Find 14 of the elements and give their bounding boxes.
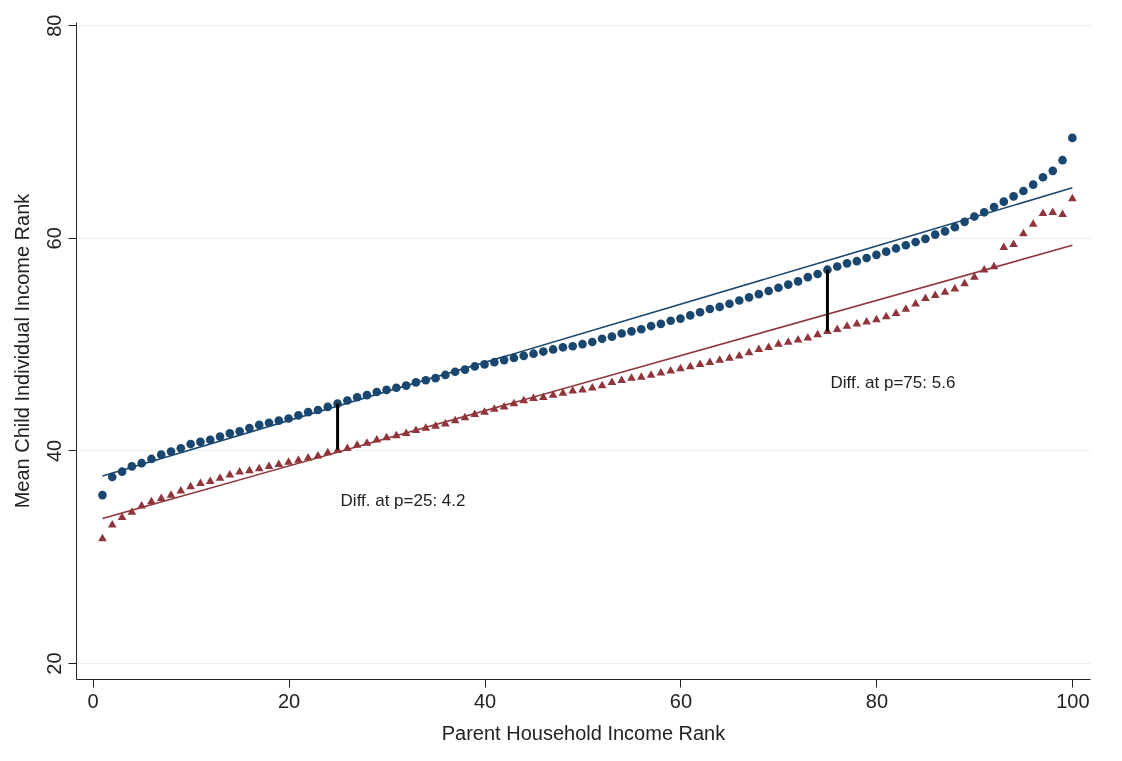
y-axis-title: Mean Child Individual Income Rank: [10, 192, 33, 509]
annotation: Diff. at p=25: 4.2: [340, 491, 466, 511]
x-tick-label: 20: [277, 689, 301, 712]
x-tick-label: 40: [473, 689, 497, 712]
x-tick-label: 80: [865, 689, 889, 712]
x-tick-label: 100: [1056, 689, 1090, 712]
x-axis-title: Parent Household Income Rank: [441, 721, 727, 744]
x-tick-label: 0: [87, 689, 99, 712]
y-tick-label: 60: [42, 227, 65, 250]
y-tick-label: 40: [42, 439, 65, 463]
y-tick-label: 20: [42, 652, 65, 675]
y-tick-label: 80: [42, 14, 65, 37]
x-tick-label: 60: [669, 689, 693, 712]
annotation: Diff. at p=75: 5.6: [830, 373, 956, 393]
